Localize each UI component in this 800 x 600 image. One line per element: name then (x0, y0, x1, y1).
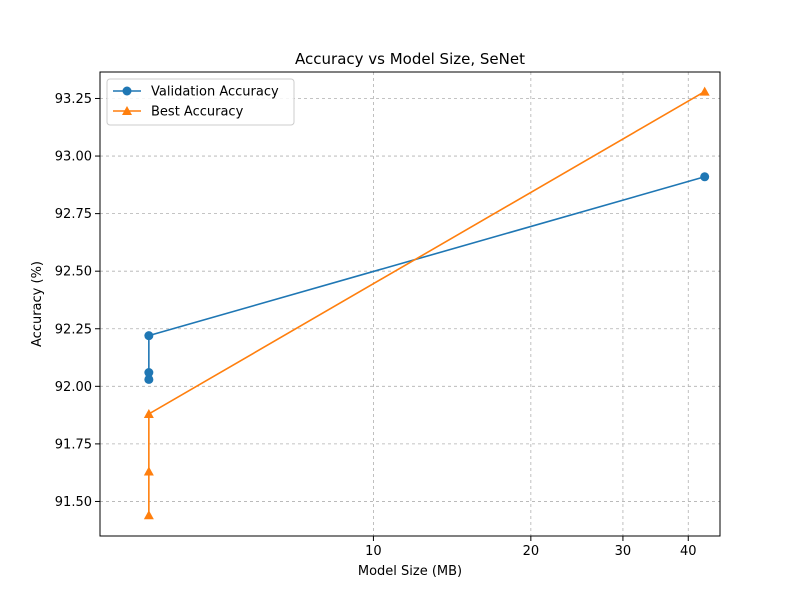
legend-label: Validation Accuracy (151, 85, 279, 100)
y-axis-ticks: 91.50 91.75 92.00 92.25 92.50 92.75 93.00 93.25 (55, 92, 100, 510)
x-axis-ticks: 10 20 30 40 (365, 536, 697, 559)
data-point (143, 408, 154, 418)
x-tick-label: 10 (365, 544, 382, 559)
data-point (144, 331, 154, 341)
y-tick-label: 92.75 (55, 207, 92, 222)
y-tick-label: 93.00 (55, 150, 92, 165)
x-tick-label: 30 (615, 544, 632, 559)
y-axis-label: Accuracy (%) (30, 261, 45, 347)
y-tick-label: 93.25 (55, 92, 92, 107)
series-line (148, 90, 706, 516)
legend-label: Best Accuracy (151, 105, 244, 120)
x-tick-label: 40 (680, 544, 697, 559)
data-point (143, 510, 154, 520)
plot-frame (99, 71, 721, 537)
legend: Validation Accuracy Best Accuracy (106, 78, 295, 126)
y-tick-label: 92.25 (55, 322, 92, 337)
series-0 (144, 172, 710, 384)
grid (100, 72, 720, 536)
data-point (700, 172, 710, 182)
y-tick-label: 92.50 (55, 265, 92, 280)
legend-entry: Validation Accuracy (113, 85, 279, 100)
x-tick-label: 20 (523, 544, 540, 559)
legend-marker (122, 86, 132, 96)
data-point (699, 86, 710, 96)
legend-entry: Best Accuracy (113, 105, 244, 120)
data-point (143, 466, 154, 476)
data-point (144, 368, 154, 378)
x-axis-label: Model Size (MB) (358, 564, 462, 579)
data-point (144, 374, 154, 384)
legend-marker (122, 106, 132, 115)
series-layer (143, 86, 710, 520)
y-tick-label: 91.75 (55, 437, 92, 452)
y-tick-label: 92.00 (55, 380, 92, 395)
y-tick-label: 91.50 (55, 495, 92, 510)
series-1 (143, 86, 710, 520)
chart-title: Accuracy vs Model Size, SeNet (295, 50, 525, 68)
legend-box (106, 78, 295, 126)
